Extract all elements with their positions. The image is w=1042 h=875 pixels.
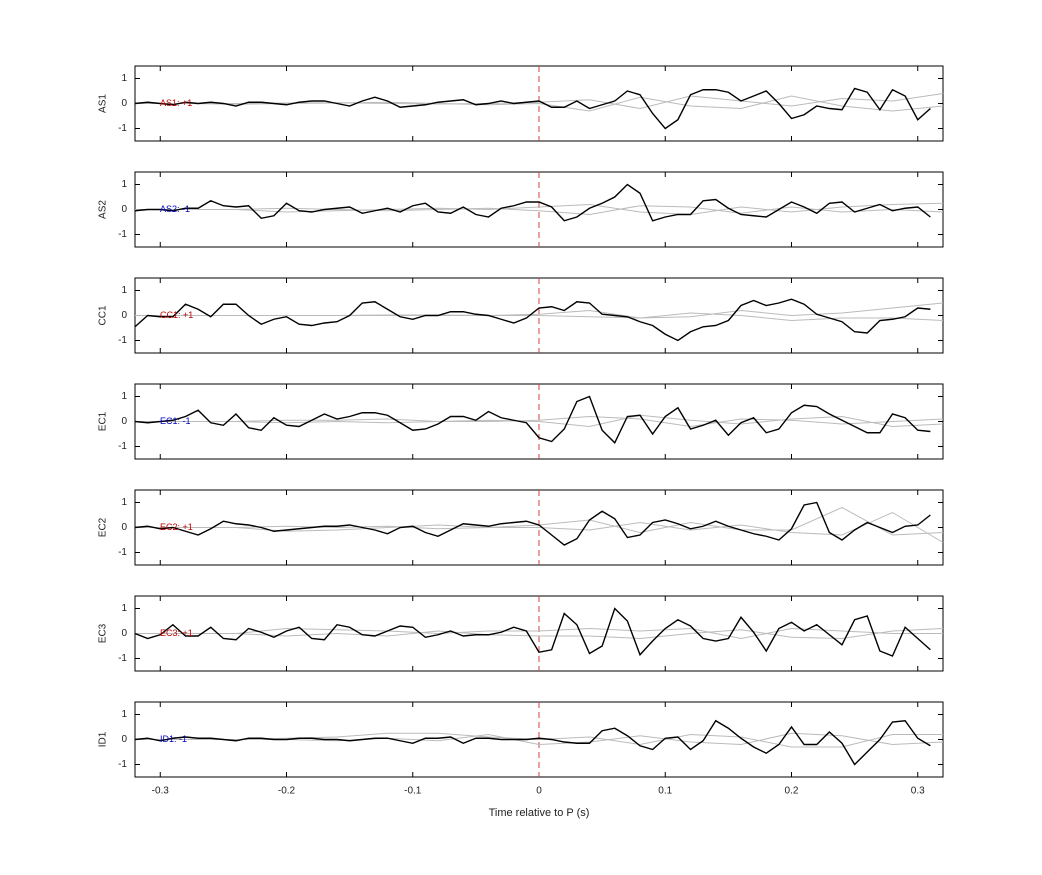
y-tick-label: -1	[118, 441, 127, 452]
trace-line	[134, 607, 931, 657]
x-tick-label: 0.3	[911, 786, 925, 797]
x-tick-label: 0	[536, 786, 542, 797]
y-tick-label: -1	[118, 229, 127, 240]
x-tick-label: 0.1	[658, 786, 672, 797]
trace-line	[135, 415, 944, 428]
y-tick-label: 0	[121, 522, 127, 533]
trace-line	[134, 501, 931, 546]
y-tick-label: -1	[118, 547, 127, 558]
y-axis-label: CC1	[98, 305, 109, 325]
y-axis-label: EC2	[98, 517, 109, 537]
trace-line	[134, 298, 931, 342]
y-axis-label: ID1	[98, 731, 109, 747]
panel: -1 0 1 EC2 EC2: +1	[98, 489, 944, 566]
y-tick-label: 0	[121, 204, 127, 215]
trace-label: CC1: +1	[160, 310, 193, 320]
y-tick-label: -1	[118, 123, 127, 134]
x-tick-label: -0.2	[278, 786, 296, 797]
x-axis-label: Time relative to P (s)	[489, 807, 590, 819]
y-tick-label: 1	[121, 285, 127, 296]
trace-line	[134, 183, 931, 222]
y-tick-label: -1	[118, 335, 127, 346]
trace-line	[134, 719, 931, 766]
y-tick-label: -1	[118, 653, 127, 664]
trace-line	[135, 511, 944, 543]
trace-label: EC3: +1	[160, 628, 193, 638]
trace-label: AS1: +1	[160, 98, 192, 108]
y-tick-label: 1	[121, 603, 127, 614]
trace-line	[134, 395, 931, 444]
trace-line	[135, 312, 944, 322]
y-tick-label: 1	[121, 709, 127, 720]
y-tick-label: 1	[121, 73, 127, 84]
y-tick-label: 1	[121, 179, 127, 190]
y-tick-label: 0	[121, 734, 127, 745]
panel: -1 0 1 -0.3 -0.2 -0.1 0 0.1 0.2 0.3 ID1 Time relati…	[98, 701, 944, 819]
x-tick-label: 0.2	[785, 786, 799, 797]
y-axis-label: AS2	[98, 200, 109, 219]
trace-label: EC1: -1	[160, 416, 191, 426]
panel: -1 0 1 CC1 CC1: +1	[98, 277, 944, 354]
x-tick-label: -0.3	[152, 786, 170, 797]
y-tick-label: 1	[121, 391, 127, 402]
x-tick-label: -0.1	[404, 786, 422, 797]
panel: -1 0 1 EC3 EC3: +1	[98, 595, 944, 672]
trace-line	[135, 202, 944, 216]
y-tick-label: 0	[121, 628, 127, 639]
panel: -1 0 1 AS2 AS2: -1	[98, 171, 944, 248]
panel: -1 0 1 EC1 EC1: -1	[98, 383, 944, 460]
trace-line	[134, 87, 931, 130]
y-tick-label: -1	[118, 759, 127, 770]
y-tick-label: 1	[121, 497, 127, 508]
y-axis-label: AS1	[98, 94, 109, 113]
trace-label: AS2: -1	[160, 204, 190, 214]
y-tick-label: 0	[121, 310, 127, 321]
y-axis-label: EC1	[98, 411, 109, 431]
y-axis-label: EC3	[98, 623, 109, 643]
trace-label: EC2: +1	[160, 522, 193, 532]
y-tick-label: 0	[121, 416, 127, 427]
panel: -1 0 1 AS1 AS1: +1	[98, 65, 944, 142]
trace-label: ID1: -1	[160, 734, 187, 744]
y-tick-label: 0	[121, 98, 127, 109]
